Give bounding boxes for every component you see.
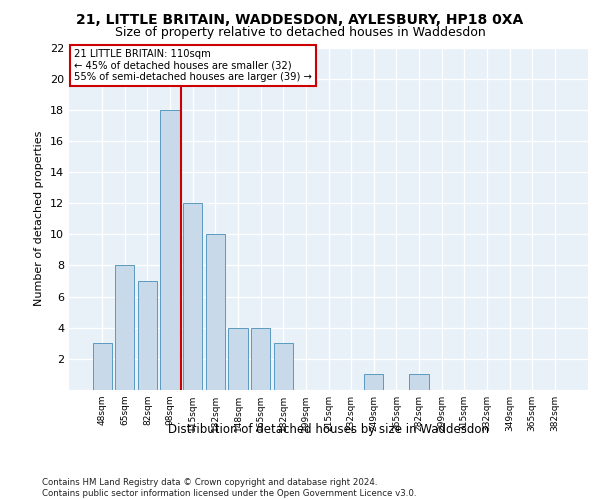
Bar xyxy=(409,374,428,390)
Bar xyxy=(364,374,383,390)
Bar xyxy=(160,110,180,390)
Bar xyxy=(138,281,157,390)
Bar xyxy=(229,328,248,390)
Bar xyxy=(92,344,112,390)
Bar xyxy=(274,344,293,390)
Bar xyxy=(115,266,134,390)
Bar xyxy=(183,203,202,390)
Text: Contains HM Land Registry data © Crown copyright and database right 2024.
Contai: Contains HM Land Registry data © Crown c… xyxy=(42,478,416,498)
Bar xyxy=(206,234,225,390)
Bar xyxy=(251,328,270,390)
Text: 21 LITTLE BRITAIN: 110sqm
← 45% of detached houses are smaller (32)
55% of semi-: 21 LITTLE BRITAIN: 110sqm ← 45% of detac… xyxy=(74,49,312,82)
Text: Size of property relative to detached houses in Waddesdon: Size of property relative to detached ho… xyxy=(115,26,485,39)
Text: Distribution of detached houses by size in Waddesdon: Distribution of detached houses by size … xyxy=(168,422,490,436)
Text: 21, LITTLE BRITAIN, WADDESDON, AYLESBURY, HP18 0XA: 21, LITTLE BRITAIN, WADDESDON, AYLESBURY… xyxy=(76,12,524,26)
Y-axis label: Number of detached properties: Number of detached properties xyxy=(34,131,44,306)
